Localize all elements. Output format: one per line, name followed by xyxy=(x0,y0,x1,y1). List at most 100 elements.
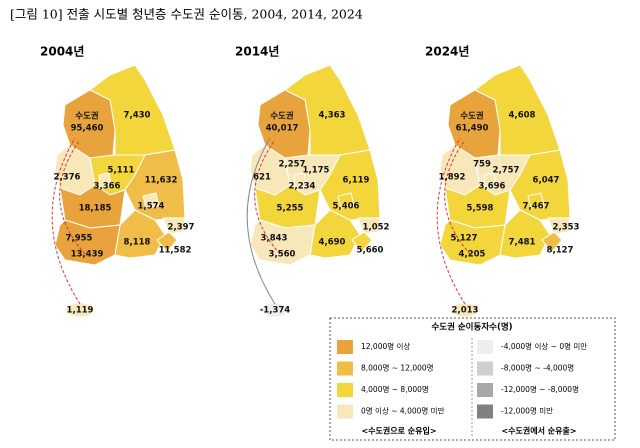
legend-label: -8,000명 ~ -4,000명 xyxy=(501,363,574,373)
region-value: 7,467 xyxy=(523,202,550,212)
legend-swatch xyxy=(477,340,493,354)
region-value: 3,366 xyxy=(94,182,121,192)
region-value: 621 xyxy=(253,173,271,183)
map-year: 2014년 xyxy=(235,45,279,59)
region-value: 1,119 xyxy=(67,306,94,316)
region-value: 2,257 xyxy=(279,160,306,170)
flow-line xyxy=(254,139,281,255)
region xyxy=(541,231,563,253)
region xyxy=(527,192,545,209)
region-value: 759 xyxy=(473,160,491,170)
legend-label: 8,000명 ~ 12,000명 xyxy=(361,363,434,373)
region xyxy=(114,209,166,259)
map-year: 2004년 xyxy=(40,45,84,59)
region-value: 5,127 xyxy=(451,234,478,244)
legend-label: 4,000명 ~ 8,000명 xyxy=(361,384,429,394)
region-value: 7,430 xyxy=(124,111,151,121)
region xyxy=(293,172,307,189)
region xyxy=(54,219,121,266)
region-value: 5,660 xyxy=(357,246,384,256)
region-value: 7,955 xyxy=(66,234,93,244)
region xyxy=(98,172,112,189)
capital-label: 수도권 xyxy=(75,111,99,122)
region xyxy=(162,217,186,235)
region-value: 5,598 xyxy=(467,204,494,214)
region-value: 3,560 xyxy=(269,250,296,260)
region-value: 8,118 xyxy=(124,238,151,248)
legend-label: -12,000명 미만 xyxy=(501,406,553,416)
capital-value: 61,490 xyxy=(456,124,489,134)
region-value: 2,353 xyxy=(553,223,580,233)
region-value: 6,119 xyxy=(343,176,370,186)
region xyxy=(450,302,480,318)
capital-value: 95,460 xyxy=(71,124,104,134)
region-value: 11,582 xyxy=(159,246,192,256)
flow-line xyxy=(246,137,276,305)
region-value: 4,608 xyxy=(509,111,536,121)
legend-title: 수도권 순이동자수(명) xyxy=(431,322,512,333)
region-value: 3,696 xyxy=(479,182,506,192)
region xyxy=(547,217,571,235)
flow-line xyxy=(436,137,466,305)
legend-label: -4,000명 이상 ~ 0명 미만 xyxy=(501,341,587,351)
region-value: 2,376 xyxy=(54,173,81,183)
region-value: 4,205 xyxy=(459,250,486,260)
region-value: 11,632 xyxy=(145,176,178,186)
capital-value: 40,017 xyxy=(266,124,299,134)
legend-swatch xyxy=(337,340,353,354)
legend-swatch xyxy=(477,383,493,397)
flow-line xyxy=(51,137,81,305)
map-year: 2024년 xyxy=(425,45,469,59)
region xyxy=(337,192,355,209)
region-value: 2,757 xyxy=(493,166,520,176)
flow-line xyxy=(59,139,86,255)
region-value: 2,013 xyxy=(452,306,479,316)
capital-region xyxy=(447,89,501,159)
region-value: 4,363 xyxy=(319,111,346,121)
legend-swatch xyxy=(337,383,353,397)
region-value: 8,127 xyxy=(547,246,574,256)
region xyxy=(499,209,551,259)
legend-caption: <수도권에서 순유출> xyxy=(501,426,576,436)
region-value: 3,843 xyxy=(261,234,288,244)
region-value: 1,574 xyxy=(138,202,165,212)
capital-label: 수도권 xyxy=(270,111,294,122)
region-value: 4,690 xyxy=(319,238,346,248)
legend-swatch xyxy=(337,404,353,419)
capital-label: 수도권 xyxy=(460,111,484,122)
region-value: 7,481 xyxy=(509,238,536,248)
region-value: 2,234 xyxy=(289,182,316,192)
legend-swatch xyxy=(477,404,493,419)
region-value: -1,374 xyxy=(260,306,290,316)
region-value: 5,255 xyxy=(277,204,304,214)
region xyxy=(156,231,178,253)
region xyxy=(357,217,381,235)
region xyxy=(439,219,506,266)
region xyxy=(260,302,290,318)
region-value: 5,406 xyxy=(333,202,360,212)
region-value: 13,439 xyxy=(71,250,104,260)
region-value: 18,185 xyxy=(79,204,112,214)
region xyxy=(351,231,373,253)
region-value: 6,047 xyxy=(533,176,560,186)
region-value: 1,175 xyxy=(303,166,330,176)
legend-swatch xyxy=(477,361,493,376)
legend-label: -12,000명 ~ -8,000명 xyxy=(501,384,579,394)
region xyxy=(65,302,95,318)
region-value: 5,111 xyxy=(108,166,135,176)
region xyxy=(249,219,316,266)
legend-caption: <수도권으로 순유입> xyxy=(361,426,436,436)
legend-swatch xyxy=(337,361,353,376)
region-value: 2,397 xyxy=(168,223,195,233)
region xyxy=(142,192,160,209)
region xyxy=(483,172,497,189)
region xyxy=(309,209,361,259)
flow-line xyxy=(444,139,471,255)
region-value: 1,052 xyxy=(363,223,390,233)
figure-title: [그림 10] 전출 시도별 청년층 수도권 순이동, 2004, 2014, … xyxy=(10,7,363,22)
capital-region xyxy=(257,89,311,159)
